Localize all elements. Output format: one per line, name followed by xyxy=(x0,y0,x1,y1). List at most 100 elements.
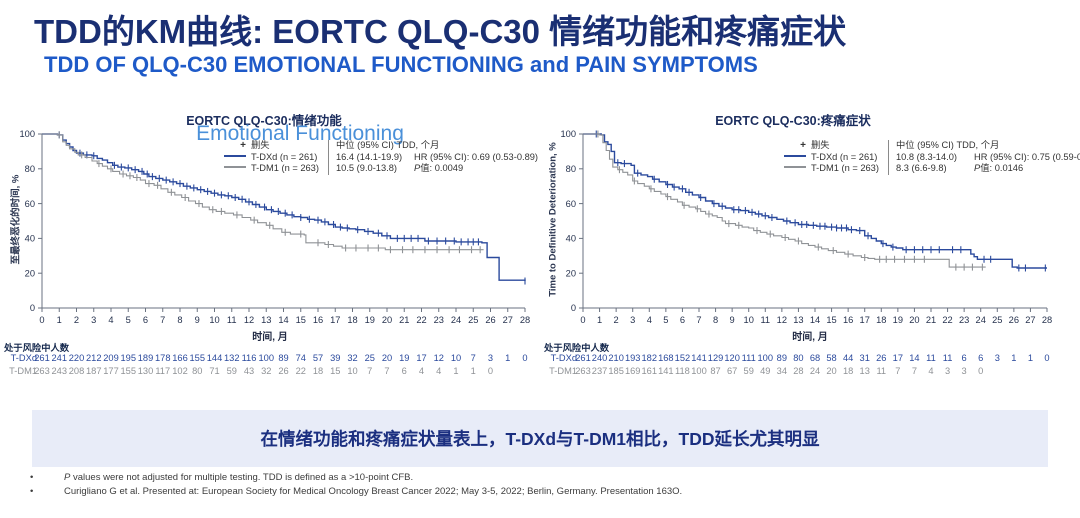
svg-text:22: 22 xyxy=(942,315,952,325)
hr-value: HR (95% CI): 0.69 (0.53-0.89) xyxy=(414,151,539,162)
svg-text:5: 5 xyxy=(663,315,668,325)
at-risk-count: 26 xyxy=(278,366,289,376)
at-risk-count: 14 xyxy=(909,353,920,363)
at-risk-count: 87 xyxy=(710,366,721,376)
footnote-1: • P values were not adjusted for multiple… xyxy=(30,472,414,483)
svg-text:18: 18 xyxy=(876,315,886,325)
chart-title: EORTC QLQ-C30:情绪功能 xyxy=(186,114,342,128)
at-risk-count: 144 xyxy=(206,353,223,363)
svg-text:3: 3 xyxy=(630,315,635,325)
svg-text:27: 27 xyxy=(503,315,513,325)
chart-overlay-title: Emotional Functioning xyxy=(196,122,404,145)
svg-text:25: 25 xyxy=(992,315,1002,325)
p-value: P值: 0.0049 xyxy=(414,163,464,173)
tdxd-line-swatch xyxy=(784,154,806,157)
svg-text:9: 9 xyxy=(730,315,735,325)
at-risk-count: 31 xyxy=(859,353,870,363)
svg-text:10: 10 xyxy=(209,315,219,325)
stats-tdm1-row: 8.3 (6.6-9.8) P值: 0.0146 xyxy=(896,163,1080,175)
hr-value: HR (95% CI): 0.75 (0.59-0.95) xyxy=(974,151,1080,162)
at-risk-count: 7 xyxy=(470,353,476,363)
at-risk-count: 100 xyxy=(691,366,707,376)
at-risk-count: 12 xyxy=(433,353,444,363)
chart-legend: + 删失 T-DXd (n = 261) T-DM1 (n = 263) 中位 (… xyxy=(784,140,1080,175)
km-chart-emotional-functioning: 至最终恶化的时间, % 0 20 40 60 80 100 0 1 2 3 4 5 6 7 8 9 10 11 12… xyxy=(0,100,540,402)
at-risk-count: 4 xyxy=(418,366,425,376)
at-risk-count: 80 xyxy=(793,353,804,363)
stats-tdm1-row: 10.5 (9.0-13.8) P值: 0.0049 xyxy=(336,163,538,175)
svg-text:2: 2 xyxy=(74,315,79,325)
p-value: P值: 0.0146 xyxy=(974,163,1024,173)
svg-text:8: 8 xyxy=(713,315,718,325)
svg-text:15: 15 xyxy=(826,315,836,325)
svg-text:8: 8 xyxy=(177,315,182,325)
at-risk-count: 118 xyxy=(675,366,690,376)
svg-text:23: 23 xyxy=(434,315,444,325)
at-risk-count: 117 xyxy=(155,366,171,376)
at-risk-count: 68 xyxy=(809,353,821,363)
at-risk-count: 241 xyxy=(51,353,67,363)
bullet-icon: • xyxy=(30,472,34,483)
tdm1-line-swatch xyxy=(224,166,246,169)
svg-text:18: 18 xyxy=(347,315,357,325)
at-risk-row-tdxd: T-DXd 261 241 220 212 209 195 189 178 166 155 144 13… xyxy=(0,353,540,365)
at-risk-count: 141 xyxy=(691,353,707,363)
svg-text:13: 13 xyxy=(793,315,803,325)
svg-text:60: 60 xyxy=(566,199,576,209)
at-risk-count: 89 xyxy=(278,353,289,363)
at-risk-count: 20 xyxy=(381,353,393,363)
at-risk-count: 187 xyxy=(85,366,102,376)
svg-text:80: 80 xyxy=(25,164,35,174)
tdm1-median: 8.3 (6.6-9.8) xyxy=(896,163,947,173)
legend-tdm1-row: T-DM1 (n = 263) xyxy=(224,163,328,175)
at-risk-count: 177 xyxy=(103,366,119,376)
at-risk-count: 7 xyxy=(895,366,901,376)
key-message-banner: 在情绪功能和疼痛症状量表上，T-DXd与T-DM1相比，TDD延长尤其明显 xyxy=(32,410,1048,467)
at-risk-count: 11 xyxy=(942,353,953,363)
svg-text:11: 11 xyxy=(760,315,770,325)
svg-text:0: 0 xyxy=(30,303,35,313)
footnote-2: • Curigliano G et al. Presented at: Europ… xyxy=(30,486,683,497)
svg-text:10: 10 xyxy=(744,315,754,325)
svg-text:9: 9 xyxy=(195,315,200,325)
at-risk-count: 34 xyxy=(776,366,788,376)
at-risk-count: 1 xyxy=(1027,353,1033,363)
at-risk-label-tdxd: T-DXd xyxy=(550,353,577,363)
svg-text:26: 26 xyxy=(1009,315,1019,325)
at-risk-count: 0 xyxy=(487,366,494,376)
svg-text:21: 21 xyxy=(399,315,409,325)
svg-text:12: 12 xyxy=(777,315,787,325)
legend-tdm1-label: T-DM1 (n = 263) xyxy=(811,163,879,173)
svg-text:60: 60 xyxy=(25,199,35,209)
censor-plus-icon: + xyxy=(800,140,806,151)
svg-text:12: 12 xyxy=(244,315,254,325)
at-risk-count: 237 xyxy=(591,366,608,376)
at-risk-count: 32 xyxy=(347,353,358,363)
at-risk-count: 18 xyxy=(312,366,324,376)
at-risk-count: 178 xyxy=(154,353,171,363)
svg-text:20: 20 xyxy=(909,315,919,325)
at-risk-count: 168 xyxy=(658,353,674,363)
x-axis-label: 时间, 月 xyxy=(252,332,288,343)
at-risk-count: 100 xyxy=(757,353,774,363)
bullet-icon: • xyxy=(30,486,34,497)
svg-text:20: 20 xyxy=(566,268,576,278)
svg-text:6: 6 xyxy=(143,315,148,325)
svg-text:19: 19 xyxy=(365,315,375,325)
at-risk-count: 1 xyxy=(453,366,459,376)
at-risk-count: 261 xyxy=(34,353,50,363)
at-risk-count: 3 xyxy=(961,366,967,376)
svg-text:15: 15 xyxy=(296,315,306,325)
at-risk-header: 处于风险中人数 xyxy=(544,343,610,353)
stats-header: 中位 (95% CI) TDD, 个月 xyxy=(896,140,1000,150)
slide-title: TDD的KM曲线: EORTC QLQ-C30 情绪功能和疼痛症状 xyxy=(34,13,847,50)
svg-text:14: 14 xyxy=(810,315,820,325)
at-risk-row-tdm1: T-DM1 263 243 208 187 177 155 130 117 102 80 71 59 43… xyxy=(0,366,540,378)
at-risk-count: 17 xyxy=(892,353,904,363)
at-risk-count: 74 xyxy=(295,353,306,363)
at-risk-count: 0 xyxy=(522,353,528,363)
svg-text:40: 40 xyxy=(25,234,35,244)
